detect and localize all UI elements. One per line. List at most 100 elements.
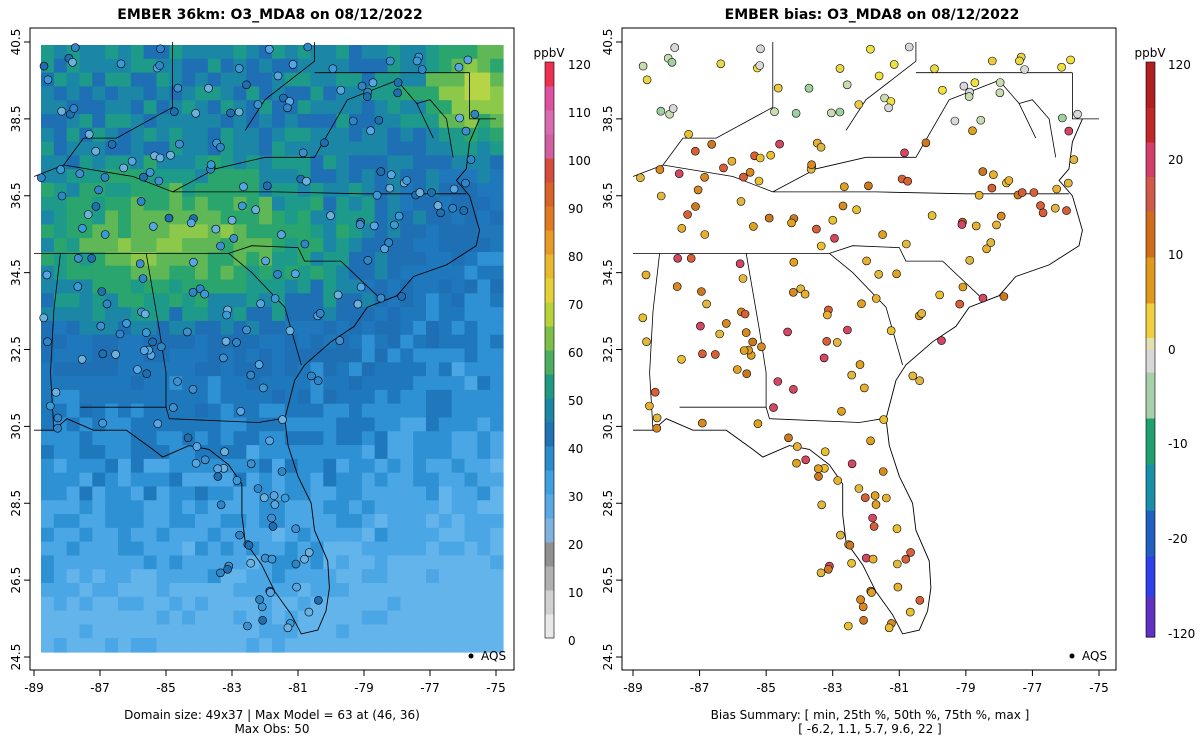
bias-station-point bbox=[642, 337, 651, 347]
model-grid-cell bbox=[284, 196, 299, 212]
bias-station-point bbox=[697, 287, 706, 296]
model-grid-cell bbox=[118, 238, 132, 253]
model-grid-cell bbox=[284, 445, 299, 460]
model-grid-cell bbox=[41, 610, 55, 626]
model-grid-cell bbox=[182, 238, 196, 253]
model-grid-cell bbox=[79, 638, 93, 653]
model-grid-cell bbox=[79, 376, 93, 391]
model-grid-cell bbox=[105, 251, 119, 267]
model-grid-cell bbox=[207, 348, 222, 363]
model-grid-cell bbox=[130, 610, 145, 626]
model-grid-cell bbox=[464, 72, 478, 87]
model-grid-cell bbox=[490, 224, 504, 239]
model-grid-cell bbox=[156, 196, 170, 212]
model-grid-cell bbox=[297, 320, 312, 336]
model-grid-cell bbox=[336, 113, 350, 129]
station-point bbox=[154, 176, 164, 186]
station-point bbox=[142, 328, 151, 337]
bias-station-point bbox=[719, 163, 728, 173]
model-grid-cell bbox=[284, 224, 299, 239]
model-grid-cell bbox=[41, 238, 55, 253]
station-point bbox=[278, 415, 287, 424]
model-grid-cell bbox=[233, 362, 247, 377]
station-point bbox=[384, 238, 394, 247]
model-grid-cell bbox=[361, 486, 376, 501]
model-grid-cell bbox=[413, 362, 427, 377]
model-grid-cell bbox=[92, 445, 106, 460]
model-grid-cell bbox=[79, 320, 93, 336]
model-grid-cell bbox=[438, 431, 453, 446]
model-grid-cell bbox=[195, 376, 209, 391]
colorbar-frame bbox=[544, 61, 555, 639]
model-grid-cell bbox=[41, 293, 55, 308]
model-grid-cell bbox=[53, 307, 68, 322]
model-grid-cell bbox=[105, 307, 119, 322]
model-grid-cell bbox=[336, 541, 350, 557]
model-grid-cell bbox=[413, 458, 427, 474]
model-grid-cell bbox=[438, 169, 453, 184]
model-grid-cell bbox=[207, 251, 222, 267]
right-map-area bbox=[632, 42, 1099, 635]
station-point bbox=[173, 83, 183, 93]
model-grid-cell bbox=[477, 403, 491, 419]
model-grid-cell bbox=[387, 417, 401, 432]
model-grid-cell bbox=[464, 500, 478, 515]
model-grid-cell bbox=[143, 403, 158, 419]
model-grid-cell bbox=[220, 320, 235, 336]
right-footer-line2: [ -6.2, 1.1, 5.7, 9.6, 22 ] bbox=[798, 722, 941, 736]
bias-station-point bbox=[957, 220, 967, 229]
model-grid-cell bbox=[438, 334, 453, 350]
x-tick-label: -89 bbox=[24, 681, 44, 695]
model-grid-cell bbox=[272, 210, 286, 225]
model-grid-cell bbox=[105, 100, 119, 115]
model-grid-cell bbox=[79, 403, 93, 419]
model-grid-cell bbox=[246, 155, 260, 170]
model-grid-cell bbox=[195, 638, 209, 653]
model-grid-cell bbox=[118, 458, 132, 474]
bias-station-point bbox=[978, 293, 988, 303]
bias-station-point bbox=[742, 369, 752, 379]
bias-station-point bbox=[892, 269, 901, 279]
model-grid-cell bbox=[207, 403, 222, 419]
model-grid-cell bbox=[105, 155, 119, 170]
model-grid-cell bbox=[66, 348, 81, 363]
model-grid-cell bbox=[374, 72, 389, 87]
bias-station-point bbox=[992, 220, 1001, 230]
model-grid-cell bbox=[297, 86, 312, 101]
model-grid-cell bbox=[195, 196, 209, 212]
model-grid-cell bbox=[336, 196, 350, 212]
model-grid-cell bbox=[259, 238, 273, 253]
station-point bbox=[314, 595, 323, 605]
bias-station-point bbox=[870, 491, 880, 500]
model-grid-cell bbox=[182, 638, 196, 653]
station-point bbox=[258, 615, 267, 625]
model-grid-cell bbox=[169, 541, 183, 557]
model-grid-cell bbox=[66, 224, 81, 239]
y-tick-label: 24.5 bbox=[9, 644, 23, 671]
bias-station-point bbox=[874, 71, 884, 81]
model-grid-cell bbox=[400, 596, 414, 612]
bias-station-point bbox=[1017, 188, 1027, 197]
model-grid-cell bbox=[490, 141, 504, 156]
station-point bbox=[216, 500, 226, 510]
model-grid-cell bbox=[426, 514, 440, 529]
model-grid-cell bbox=[195, 265, 209, 281]
model-grid-cell bbox=[400, 445, 414, 460]
station-point bbox=[433, 201, 443, 210]
model-grid-cell bbox=[400, 141, 414, 156]
model-grid-cell bbox=[336, 320, 350, 336]
model-grid-cell bbox=[323, 238, 337, 253]
station-point bbox=[269, 491, 279, 500]
model-grid-cell bbox=[233, 141, 247, 156]
model-grid-cell bbox=[259, 196, 273, 212]
model-grid-cell bbox=[451, 610, 466, 626]
model-grid-cell bbox=[451, 569, 466, 584]
colorbar-swatch bbox=[1146, 349, 1155, 373]
model-grid-cell bbox=[143, 86, 158, 101]
model-grid-cell bbox=[156, 472, 170, 488]
model-grid-cell bbox=[66, 555, 81, 570]
model-grid-cell bbox=[413, 86, 427, 101]
bias-station-point bbox=[835, 107, 845, 117]
model-grid-cell bbox=[336, 500, 350, 515]
bias-station-point bbox=[696, 321, 705, 331]
